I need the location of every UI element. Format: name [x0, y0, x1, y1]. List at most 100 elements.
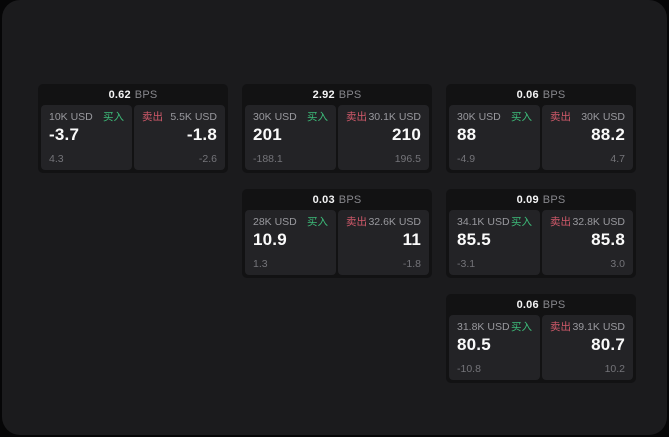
buy-amount: 30K USD — [253, 111, 297, 123]
buy-sub-value: -3.1 — [457, 258, 476, 270]
buy-price: 85.5 — [457, 230, 491, 249]
card-header: 0.62 BPS — [38, 84, 228, 105]
quote-card-1: 0.62 BPS 10K USD 买入 -3.7 4.3 卖出 5.5K USD — [38, 84, 228, 173]
buy-price: 10.9 — [253, 230, 287, 249]
sell-price: 88.2 — [591, 125, 625, 144]
buy-price: -3.7 — [49, 125, 80, 144]
buy-tile[interactable]: 34.1K USD 买入 85.5 -3.1 — [449, 210, 540, 275]
buy-tile[interactable]: 30K USD 买入 88 -4.9 — [449, 105, 540, 170]
sell-tile-top: 卖出 39.1K USD — [550, 321, 625, 333]
quote-card-6: 0.06 BPS 31.8K USD 买入 80.5 -10.8 卖出 39.1… — [446, 294, 636, 383]
buy-badge: 买入 — [511, 321, 532, 333]
sell-tile[interactable]: 卖出 30K USD 88.2 4.7 — [542, 105, 633, 170]
sell-sub-value: 4.7 — [610, 153, 625, 165]
bps-value: 0.09 — [516, 193, 539, 206]
buy-sub-value: 1.3 — [253, 258, 268, 270]
buy-amount: 28K USD — [253, 216, 297, 228]
card-header: 0.06 BPS — [446, 84, 636, 105]
buy-tile-top: 10K USD 买入 — [49, 111, 124, 123]
sell-tile-top: 卖出 32.8K USD — [550, 216, 625, 228]
bps-value: 2.92 — [312, 88, 335, 101]
sell-badge: 卖出 — [346, 216, 367, 228]
sell-price: 85.8 — [591, 230, 625, 249]
quote-card-3: 0.06 BPS 30K USD 买入 88 -4.9 卖出 30K USD — [446, 84, 636, 173]
card-header: 0.03 BPS — [242, 189, 432, 210]
buy-sub-value: -10.8 — [457, 363, 481, 375]
card-body: 34.1K USD 买入 85.5 -3.1 卖出 32.8K USD 85.8… — [446, 210, 636, 278]
sell-price: 80.7 — [591, 335, 625, 354]
sell-tile[interactable]: 卖出 32.6K USD 11 -1.8 — [338, 210, 429, 275]
card-body: 10K USD 买入 -3.7 4.3 卖出 5.5K USD -1.8 -2.… — [38, 105, 228, 173]
sell-sub-value: -2.6 — [198, 153, 217, 165]
bps-value: 0.06 — [516, 88, 539, 101]
sell-tile-top: 卖出 30.1K USD — [346, 111, 421, 123]
sell-badge: 卖出 — [550, 216, 571, 228]
bps-suffix-label: BPS — [338, 193, 362, 206]
bps-value: 0.06 — [516, 298, 539, 311]
sell-amount: 39.1K USD — [572, 321, 625, 333]
sell-sub-value: 196.5 — [394, 153, 421, 165]
bps-suffix-label: BPS — [134, 88, 158, 101]
buy-badge: 买入 — [103, 111, 124, 123]
card-header: 2.92 BPS — [242, 84, 432, 105]
sell-amount: 30K USD — [581, 111, 625, 123]
sell-amount: 30.1K USD — [368, 111, 421, 123]
sell-amount: 32.8K USD — [572, 216, 625, 228]
sell-amount: 5.5K USD — [170, 111, 217, 123]
quote-card-2: 2.92 BPS 30K USD 买入 201 -188.1 卖出 30.1K … — [242, 84, 432, 173]
buy-sub-value: 4.3 — [49, 153, 64, 165]
sell-price: -1.8 — [186, 125, 217, 144]
buy-price: 201 — [253, 125, 282, 144]
card-body: 30K USD 买入 88 -4.9 卖出 30K USD 88.2 4.7 — [446, 105, 636, 173]
buy-tile[interactable]: 30K USD 买入 201 -188.1 — [245, 105, 336, 170]
card-header: 0.06 BPS — [446, 294, 636, 315]
bps-value: 0.03 — [312, 193, 335, 206]
quote-card-5: 0.09 BPS 34.1K USD 买入 85.5 -3.1 卖出 32.8K… — [446, 189, 636, 278]
sell-tile-top: 卖出 5.5K USD — [142, 111, 217, 123]
quote-card-4: 0.03 BPS 28K USD 买入 10.9 1.3 卖出 32.6K US… — [242, 189, 432, 278]
card-header: 0.09 BPS — [446, 189, 636, 210]
bps-value: 0.62 — [108, 88, 131, 101]
buy-tile-top: 34.1K USD 买入 — [457, 216, 532, 228]
sell-sub-value: 3.0 — [610, 258, 625, 270]
card-body: 31.8K USD 买入 80.5 -10.8 卖出 39.1K USD 80.… — [446, 315, 636, 383]
sell-sub-value: -1.8 — [402, 258, 421, 270]
buy-tile-top: 30K USD 买入 — [253, 111, 328, 123]
quote-cards-grid: 0.62 BPS 10K USD 买入 -3.7 4.3 卖出 5.5K USD — [38, 84, 636, 383]
buy-price: 80.5 — [457, 335, 491, 354]
sell-tile[interactable]: 卖出 30.1K USD 210 196.5 — [338, 105, 429, 170]
sell-badge: 卖出 — [346, 111, 367, 123]
buy-tile-top: 31.8K USD 买入 — [457, 321, 532, 333]
bps-suffix-label: BPS — [338, 88, 362, 101]
card-body: 30K USD 买入 201 -188.1 卖出 30.1K USD 210 1… — [242, 105, 432, 173]
buy-tile[interactable]: 31.8K USD 买入 80.5 -10.8 — [449, 315, 540, 380]
sell-tile[interactable]: 卖出 5.5K USD -1.8 -2.6 — [134, 105, 225, 170]
sell-badge: 卖出 — [550, 321, 571, 333]
bps-suffix-label: BPS — [542, 193, 566, 206]
buy-sub-value: -188.1 — [253, 153, 283, 165]
buy-amount: 34.1K USD — [457, 216, 510, 228]
buy-badge: 买入 — [511, 111, 532, 123]
buy-amount: 10K USD — [49, 111, 93, 123]
buy-amount: 31.8K USD — [457, 321, 510, 333]
sell-price: 11 — [402, 230, 421, 249]
bps-suffix-label: BPS — [542, 88, 566, 101]
sell-sub-value: 10.2 — [604, 363, 625, 375]
sell-tile[interactable]: 卖出 39.1K USD 80.7 10.2 — [542, 315, 633, 380]
buy-tile-top: 28K USD 买入 — [253, 216, 328, 228]
buy-tile[interactable]: 10K USD 买入 -3.7 4.3 — [41, 105, 132, 170]
card-body: 28K USD 买入 10.9 1.3 卖出 32.6K USD 11 -1.8 — [242, 210, 432, 278]
sell-tile-top: 卖出 30K USD — [550, 111, 625, 123]
buy-badge: 买入 — [307, 111, 328, 123]
buy-badge: 买入 — [511, 216, 532, 228]
buy-tile[interactable]: 28K USD 买入 10.9 1.3 — [245, 210, 336, 275]
sell-price: 210 — [392, 125, 421, 144]
sell-amount: 32.6K USD — [368, 216, 421, 228]
sell-tile[interactable]: 卖出 32.8K USD 85.8 3.0 — [542, 210, 633, 275]
buy-sub-value: -4.9 — [457, 153, 476, 165]
buy-tile-top: 30K USD 买入 — [457, 111, 532, 123]
sell-badge: 卖出 — [142, 111, 163, 123]
sell-badge: 卖出 — [550, 111, 571, 123]
sell-tile-top: 卖出 32.6K USD — [346, 216, 421, 228]
